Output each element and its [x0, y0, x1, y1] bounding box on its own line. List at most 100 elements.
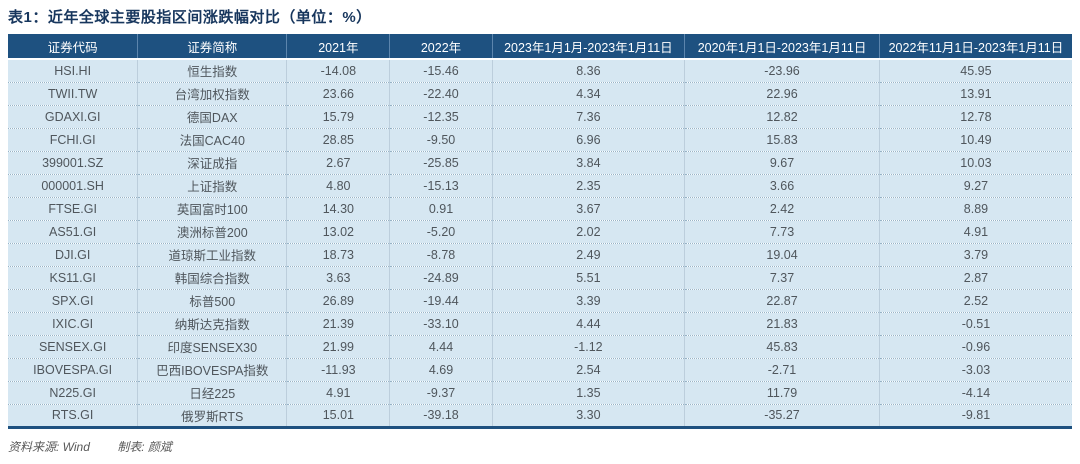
pct-change-cell: -0.96	[879, 335, 1072, 359]
pct-change-cell: 12.78	[879, 105, 1072, 129]
table-footer: 资料来源: Wind 制表: 颜斌	[8, 438, 1072, 455]
pct-change-cell: 12.82	[684, 105, 880, 129]
security-code-cell: 399001.SZ	[8, 151, 139, 175]
table-row: N225.GI 日经225 4.91 -9.37 1.35 11.79 -4.14	[8, 381, 1072, 405]
pct-change-cell: -2.71	[684, 358, 880, 382]
table-body: HSI.HI 恒生指数 -14.08 -15.46 8.36 -23.96 45.95 TWI…	[8, 59, 1072, 427]
pct-change-cell: -9.37	[389, 381, 493, 405]
security-code-cell: SPX.GI	[8, 289, 139, 313]
table-header-row: 证券代码 证券简称 2021年 2022年 2023年1月1月-2023年1月11日 20…	[8, 34, 1072, 60]
pct-change-cell: 9.67	[684, 151, 880, 175]
security-code-cell: GDAXI.GI	[8, 105, 139, 129]
pct-change-cell: 45.83	[684, 335, 880, 359]
pct-change-cell: 23.66	[286, 82, 391, 106]
table-author-label: 制表: 颜斌	[117, 439, 172, 454]
security-code-cell: RTS.GI	[8, 404, 139, 427]
pct-change-cell: 2.67	[286, 151, 391, 175]
security-code-cell: FTSE.GI	[8, 197, 139, 221]
security-code-cell: TWII.TW	[8, 82, 139, 106]
pct-change-cell: 3.67	[492, 197, 686, 221]
table-row: TWII.TW 台湾加权指数 23.66 -22.40 4.34 22.96 13.91	[8, 82, 1072, 106]
security-name-cell: 英国富时100	[137, 197, 288, 221]
pct-change-cell: 18.73	[286, 243, 391, 267]
pct-change-cell: -0.51	[879, 312, 1072, 336]
pct-change-cell: 13.91	[879, 82, 1072, 106]
pct-change-cell: 28.85	[286, 128, 391, 152]
table-row: HSI.HI 恒生指数 -14.08 -15.46 8.36 -23.96 45.95	[8, 59, 1072, 83]
index-performance-table: 证券代码 证券简称 2021年 2022年 2023年1月1月-2023年1月11日 20…	[8, 34, 1072, 429]
security-code-cell: N225.GI	[8, 381, 139, 405]
pct-change-cell: 19.04	[684, 243, 880, 267]
pct-change-cell: -9.81	[879, 404, 1072, 427]
pct-change-cell: 15.83	[684, 128, 880, 152]
security-name-cell: 俄罗斯RTS	[137, 404, 288, 427]
column-header: 证券简称	[137, 34, 288, 60]
pct-change-cell: 10.03	[879, 151, 1072, 175]
pct-change-cell: -39.18	[389, 404, 493, 427]
pct-change-cell: 1.35	[492, 381, 686, 405]
pct-change-cell: -15.46	[389, 59, 493, 83]
security-code-cell: IBOVESPA.GI	[8, 358, 139, 382]
security-code-cell: DJI.GI	[8, 243, 139, 267]
pct-change-cell: -33.10	[389, 312, 493, 336]
table-row: FTSE.GI 英国富时100 14.30 0.91 3.67 2.42 8.89	[8, 197, 1072, 221]
security-name-cell: 上证指数	[137, 174, 288, 198]
column-header: 2023年1月1月-2023年1月11日	[492, 34, 686, 60]
pct-change-cell: 4.69	[389, 358, 493, 382]
pct-change-cell: 6.96	[492, 128, 686, 152]
security-code-cell: SENSEX.GI	[8, 335, 139, 359]
pct-change-cell: 3.66	[684, 174, 880, 198]
column-header: 2022年	[389, 34, 493, 60]
pct-change-cell: 21.83	[684, 312, 880, 336]
security-name-cell: 德国DAX	[137, 105, 288, 129]
pct-change-cell: -15.13	[389, 174, 493, 198]
table-title: 表1：近年全球主要股指区间涨跌幅对比（单位：%）	[8, 9, 372, 26]
pct-change-cell: -8.78	[389, 243, 493, 267]
pct-change-cell: 22.96	[684, 82, 880, 106]
pct-change-cell: 4.91	[879, 220, 1072, 244]
column-header: 2020年1月1日-2023年1月11日	[684, 34, 880, 60]
pct-change-cell: 4.91	[286, 381, 391, 405]
pct-change-cell: 22.87	[684, 289, 880, 313]
pct-change-cell: -23.96	[684, 59, 880, 83]
pct-change-cell: 5.51	[492, 266, 686, 290]
pct-change-cell: 15.79	[286, 105, 391, 129]
security-name-cell: 纳斯达克指数	[137, 312, 288, 336]
pct-change-cell: 8.89	[879, 197, 1072, 221]
security-name-cell: 标普500	[137, 289, 288, 313]
table-row: AS51.GI 澳洲标普200 13.02 -5.20 2.02 7.73 4.91	[8, 220, 1072, 244]
security-code-cell: FCHI.GI	[8, 128, 139, 152]
pct-change-cell: 3.30	[492, 404, 686, 427]
security-name-cell: 日经225	[137, 381, 288, 405]
security-code-cell: HSI.HI	[8, 59, 139, 83]
pct-change-cell: 2.02	[492, 220, 686, 244]
column-header: 2022年11月1日-2023年1月11日	[879, 34, 1072, 60]
pct-change-cell: 3.79	[879, 243, 1072, 267]
pct-change-cell: 8.36	[492, 59, 686, 83]
pct-change-cell: 15.01	[286, 404, 391, 427]
table-row: FCHI.GI 法国CAC40 28.85 -9.50 6.96 15.83 10.49	[8, 128, 1072, 152]
pct-change-cell: 14.30	[286, 197, 391, 221]
security-name-cell: 韩国综合指数	[137, 266, 288, 290]
pct-change-cell: 7.73	[684, 220, 880, 244]
pct-change-cell: -5.20	[389, 220, 493, 244]
pct-change-cell: -4.14	[879, 381, 1072, 405]
table-row: 000001.SH 上证指数 4.80 -15.13 2.35 3.66 9.27	[8, 174, 1072, 198]
pct-change-cell: 3.39	[492, 289, 686, 313]
security-name-cell: 台湾加权指数	[137, 82, 288, 106]
pct-change-cell: 2.35	[492, 174, 686, 198]
pct-change-cell: 2.54	[492, 358, 686, 382]
pct-change-cell: 2.52	[879, 289, 1072, 313]
pct-change-cell: 21.39	[286, 312, 391, 336]
pct-change-cell: -25.85	[389, 151, 493, 175]
pct-change-cell: 11.79	[684, 381, 880, 405]
security-name-cell: 道琼斯工业指数	[137, 243, 288, 267]
pct-change-cell: 45.95	[879, 59, 1072, 83]
pct-change-cell: 26.89	[286, 289, 391, 313]
table-row: GDAXI.GI 德国DAX 15.79 -12.35 7.36 12.82 12.78	[8, 105, 1072, 129]
pct-change-cell: -19.44	[389, 289, 493, 313]
security-name-cell: 巴西IBOVESPA指数	[137, 358, 288, 382]
pct-change-cell: -14.08	[286, 59, 391, 83]
column-header: 证券代码	[8, 34, 139, 60]
